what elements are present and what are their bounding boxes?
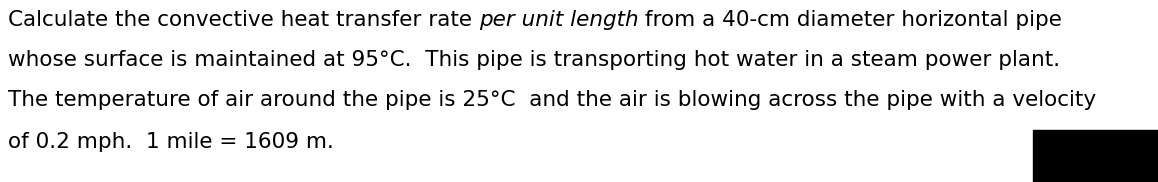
- Text: whose surface is maintained at 95°C.  This pipe is transporting hot water in a s: whose surface is maintained at 95°C. Thi…: [8, 50, 1060, 70]
- Text: per unit length: per unit length: [479, 10, 638, 30]
- Bar: [1033, 130, 1158, 182]
- Text: Calculate the convective heat transfer rate: Calculate the convective heat transfer r…: [8, 10, 479, 30]
- Text: of 0.2 mph.  1 mile = 1609 m.: of 0.2 mph. 1 mile = 1609 m.: [8, 132, 334, 152]
- Text: from a 40-cm diameter horizontal pipe: from a 40-cm diameter horizontal pipe: [638, 10, 1062, 30]
- Text: The temperature of air around the pipe is 25°C  and the air is blowing across th: The temperature of air around the pipe i…: [8, 90, 1097, 110]
